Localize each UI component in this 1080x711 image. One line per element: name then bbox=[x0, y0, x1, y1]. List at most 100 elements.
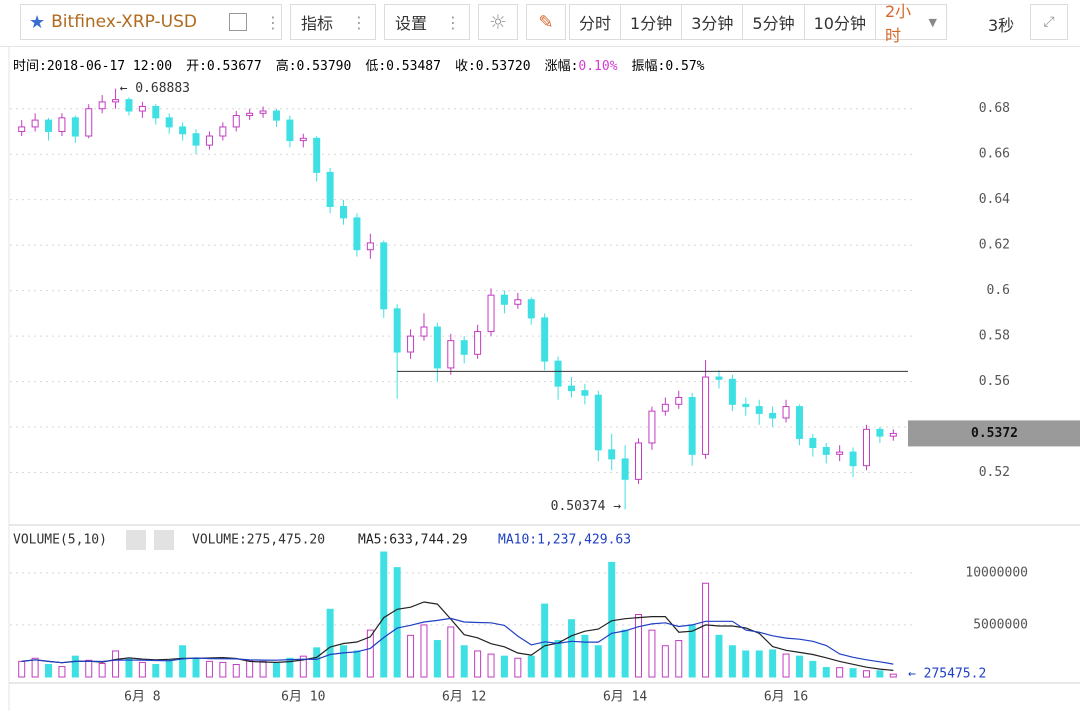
candle-body bbox=[487, 294, 495, 333]
volume-bar bbox=[85, 659, 93, 678]
draw-button[interactable]: ✎ bbox=[526, 4, 566, 40]
info-value: 0.53790 bbox=[297, 59, 352, 74]
volume-bar bbox=[809, 660, 817, 678]
candle-body bbox=[836, 451, 844, 455]
candle-body bbox=[219, 126, 227, 137]
candle-body bbox=[675, 396, 683, 405]
indicator-button[interactable]: 指标 ⋮ bbox=[290, 4, 376, 40]
volume-value: VOLUME:275,475.20 bbox=[192, 533, 325, 548]
candle-body bbox=[407, 335, 415, 353]
period-group: 分时 1分钟 3分钟 5分钟 10分钟 2小时 ▼ bbox=[569, 2, 947, 45]
candle-body bbox=[286, 119, 294, 142]
last-price-label: 0.5372 bbox=[971, 426, 1018, 441]
candle-body bbox=[272, 110, 280, 121]
y-tick-label: 0.66 bbox=[979, 147, 1010, 162]
volume-bar bbox=[594, 645, 602, 678]
star-icon[interactable]: ★ bbox=[29, 11, 46, 33]
symbol-box[interactable]: ★ Bitfinex-XRP-USD ⋮ bbox=[20, 4, 282, 40]
candle-body bbox=[862, 428, 870, 467]
volume-bar bbox=[112, 650, 120, 678]
volume-bar bbox=[675, 640, 683, 678]
volume-bar bbox=[849, 668, 857, 678]
volume-bar bbox=[31, 657, 39, 678]
info-label: 高: bbox=[276, 58, 297, 74]
volume-bar bbox=[313, 647, 321, 678]
volume-bar bbox=[460, 645, 468, 678]
volume-title: VOLUME(5,10) bbox=[13, 533, 107, 548]
symbol: Bitfinex-XRP-USD bbox=[51, 12, 197, 32]
y-tick-label: 0.58 bbox=[979, 329, 1010, 344]
candle-body bbox=[635, 442, 643, 480]
candle-body bbox=[648, 410, 656, 444]
toolbar-border bbox=[0, 46, 1080, 47]
candle-body bbox=[313, 137, 321, 173]
fullscreen-button[interactable]: ⤢ bbox=[1030, 4, 1068, 40]
candle-body bbox=[702, 376, 710, 455]
volume-bar bbox=[138, 661, 146, 678]
candle-body bbox=[541, 317, 549, 362]
settings-button[interactable]: 设置 ⋮ bbox=[384, 4, 470, 40]
theme-button[interactable]: ☼ bbox=[478, 4, 518, 40]
candle-body bbox=[71, 117, 79, 137]
volume-bar bbox=[648, 629, 656, 678]
candle-body bbox=[500, 294, 508, 305]
volume-bar bbox=[728, 645, 736, 678]
volume-bar bbox=[661, 645, 669, 678]
volume-bar bbox=[433, 640, 441, 678]
more-icon[interactable]: ⋮ bbox=[265, 12, 281, 32]
volume-bar bbox=[862, 670, 870, 678]
candle-body bbox=[205, 135, 213, 146]
candle-body bbox=[152, 105, 160, 119]
candle-body bbox=[420, 326, 428, 337]
candle-body bbox=[742, 403, 750, 408]
candle-body bbox=[85, 108, 93, 137]
settings-icon bbox=[126, 530, 146, 550]
period-button[interactable]: 10分钟 bbox=[803, 4, 876, 40]
volume-bar bbox=[514, 657, 522, 678]
volume-bar bbox=[795, 655, 803, 678]
candle-body bbox=[755, 406, 763, 414]
x-tick-label: 6月 10 bbox=[281, 690, 325, 705]
info-value: 2018-06-17 12:00 bbox=[47, 59, 172, 74]
refresh-rate[interactable]: 3秒 bbox=[988, 16, 1015, 35]
active-period: 2小时 bbox=[884, 2, 912, 45]
candle-body bbox=[340, 206, 348, 219]
button-label: 设置 bbox=[395, 14, 428, 33]
period-button[interactable]: 1分钟 bbox=[620, 4, 683, 40]
candle-body bbox=[527, 299, 535, 319]
candle-body bbox=[715, 376, 723, 380]
candle-body bbox=[876, 428, 884, 437]
candle-body bbox=[460, 340, 468, 355]
open-icon[interactable] bbox=[229, 13, 247, 31]
volume-bar bbox=[474, 650, 482, 678]
volume-bar bbox=[889, 673, 897, 678]
candle-body bbox=[769, 412, 777, 419]
max-annotation: ← 0.68883 bbox=[120, 81, 190, 96]
candle-body bbox=[353, 217, 361, 251]
volume-bar bbox=[125, 657, 133, 678]
close-icon bbox=[154, 530, 174, 550]
candle-body bbox=[112, 99, 120, 103]
candle-body bbox=[608, 449, 616, 460]
period-button[interactable]: 3分钟 bbox=[681, 4, 744, 40]
last-volume-label: ← 275475.2 bbox=[908, 667, 986, 682]
candle-body bbox=[18, 126, 26, 132]
candle-body bbox=[393, 308, 401, 353]
candle-body bbox=[326, 171, 334, 208]
candle-body bbox=[259, 110, 267, 114]
volume-bar bbox=[272, 662, 280, 678]
volume-bar bbox=[500, 655, 508, 678]
volume-bar bbox=[420, 624, 428, 678]
candle-body bbox=[621, 458, 629, 480]
volume-bar bbox=[876, 670, 884, 678]
y-tick-label: 10000000 bbox=[965, 565, 1028, 580]
candle-body bbox=[822, 447, 830, 455]
period-button[interactable]: 分时 bbox=[569, 4, 622, 40]
candle-body bbox=[45, 119, 53, 132]
candle-body bbox=[138, 105, 146, 112]
volume-bar bbox=[366, 629, 374, 678]
period-button[interactable]: 5分钟 bbox=[742, 4, 805, 40]
volume-bar bbox=[192, 657, 200, 678]
x-tick-label: 6月 8 bbox=[124, 690, 160, 705]
period-button[interactable]: 2小时 ▼ bbox=[874, 2, 947, 45]
